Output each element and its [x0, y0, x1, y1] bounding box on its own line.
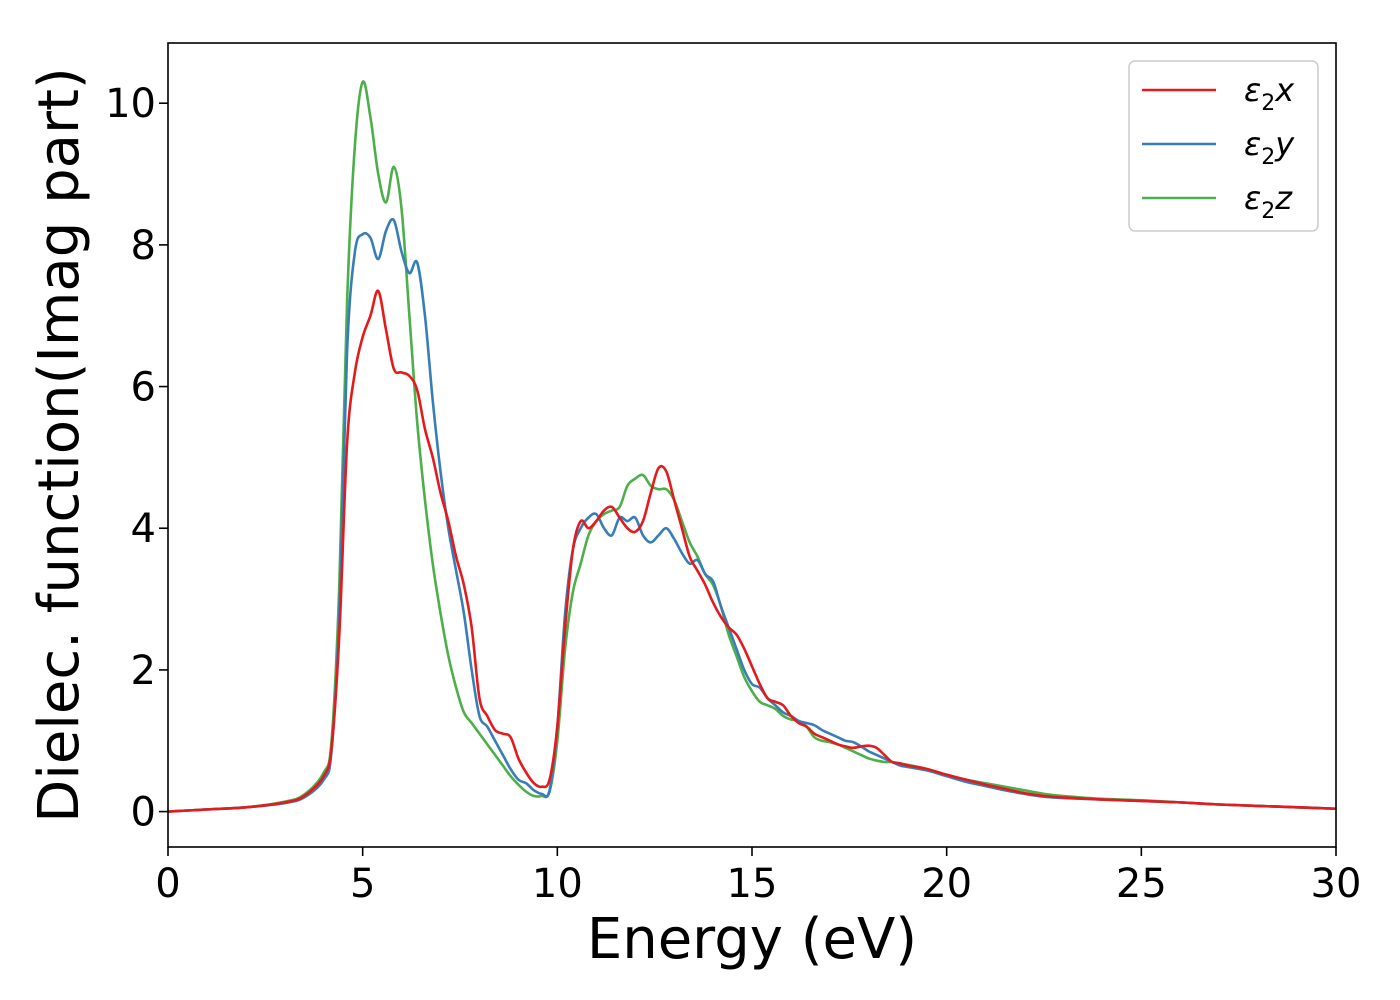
legend-label-base: ε: [1244, 125, 1261, 163]
legend-label-suffix: z: [1274, 179, 1293, 217]
x-axis: 0 5 10 15 20 25 30: [155, 847, 1361, 907]
x-tick-label: 5: [350, 861, 375, 907]
legend-label-subscript: 2: [1261, 91, 1275, 116]
legend-label-x: ε2x: [1244, 71, 1295, 116]
x-tick-label: 10: [532, 861, 583, 907]
series-line-y: [168, 217, 1336, 813]
y-tick-label: 2: [131, 648, 156, 694]
x-tick-label: 30: [1311, 861, 1362, 907]
y-tick-label: 0: [131, 790, 156, 836]
x-tick-label: 0: [155, 861, 180, 907]
legend-label-subscript: 2: [1261, 145, 1275, 170]
y-tick-label: 8: [131, 223, 156, 269]
legend-label-base: ε: [1244, 179, 1261, 217]
legend-label-suffix: x: [1274, 71, 1295, 109]
x-tick-label: 20: [921, 861, 972, 907]
legend-label-subscript: 2: [1261, 199, 1275, 224]
legend-label-z: ε2z: [1244, 179, 1293, 224]
y-tick-label: 4: [131, 506, 156, 552]
x-tick-label: 15: [727, 861, 778, 907]
y-axis-title: Dielec. function(Imag part): [27, 67, 92, 823]
series-layer: [168, 80, 1336, 813]
y-tick-label: 6: [131, 365, 156, 411]
legend-label-base: ε: [1244, 71, 1261, 109]
legend-label-y: ε2y: [1244, 125, 1295, 170]
y-axis: 0 2 4 6 8 10: [105, 81, 168, 836]
x-axis-title: Energy (eV): [587, 907, 917, 972]
legend-box: [1128, 60, 1319, 232]
legend-label-suffix: y: [1274, 125, 1295, 163]
y-tick-label: 10: [105, 81, 156, 127]
series-line-x: [168, 289, 1336, 813]
x-tick-label: 25: [1116, 861, 1167, 907]
